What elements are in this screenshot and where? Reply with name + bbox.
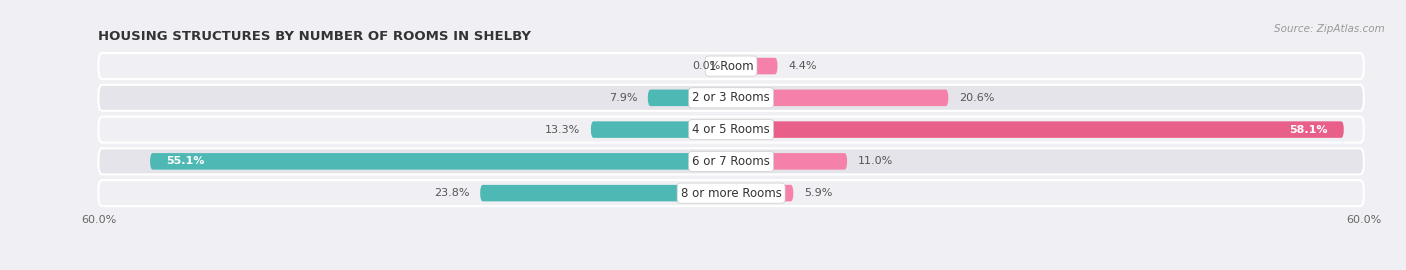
Text: HOUSING STRUCTURES BY NUMBER OF ROOMS IN SHELBY: HOUSING STRUCTURES BY NUMBER OF ROOMS IN… (98, 30, 531, 43)
FancyBboxPatch shape (731, 58, 778, 74)
FancyBboxPatch shape (98, 148, 1364, 174)
Text: 4.4%: 4.4% (787, 61, 817, 71)
FancyBboxPatch shape (98, 117, 1364, 143)
Text: Source: ZipAtlas.com: Source: ZipAtlas.com (1274, 24, 1385, 34)
FancyBboxPatch shape (98, 180, 1364, 206)
Text: 23.8%: 23.8% (434, 188, 470, 198)
FancyBboxPatch shape (731, 185, 793, 201)
Text: 4 or 5 Rooms: 4 or 5 Rooms (692, 123, 770, 136)
FancyBboxPatch shape (591, 121, 731, 138)
FancyBboxPatch shape (479, 185, 731, 201)
FancyBboxPatch shape (731, 121, 1344, 138)
Text: 1 Room: 1 Room (709, 60, 754, 73)
FancyBboxPatch shape (731, 153, 846, 170)
Text: 55.1%: 55.1% (166, 156, 204, 166)
FancyBboxPatch shape (731, 90, 948, 106)
Text: 7.9%: 7.9% (609, 93, 637, 103)
Text: 58.1%: 58.1% (1289, 124, 1327, 135)
Text: 11.0%: 11.0% (858, 156, 893, 166)
FancyBboxPatch shape (98, 53, 1364, 79)
Text: 8 or more Rooms: 8 or more Rooms (681, 187, 782, 200)
FancyBboxPatch shape (150, 153, 731, 170)
Text: 5.9%: 5.9% (804, 188, 832, 198)
FancyBboxPatch shape (648, 90, 731, 106)
Text: 6 or 7 Rooms: 6 or 7 Rooms (692, 155, 770, 168)
Text: 2 or 3 Rooms: 2 or 3 Rooms (692, 91, 770, 104)
Text: 20.6%: 20.6% (959, 93, 994, 103)
Text: 0.0%: 0.0% (692, 61, 720, 71)
FancyBboxPatch shape (98, 85, 1364, 111)
Text: 13.3%: 13.3% (546, 124, 581, 135)
